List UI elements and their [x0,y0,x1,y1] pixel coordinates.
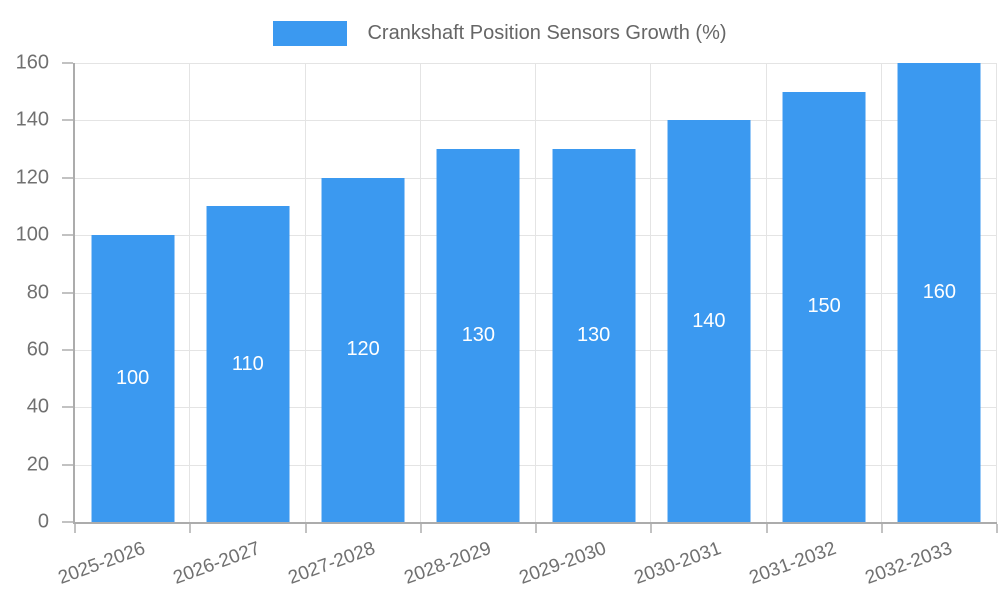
gridline-h [75,63,997,64]
x-tick [535,524,537,533]
y-tick [62,406,73,409]
bar[interactable]: 120 [321,177,405,522]
bar-value-label: 140 [692,309,726,332]
y-tick [62,176,73,179]
y-tick [62,521,73,523]
gridline-v [996,63,997,522]
x-tick-label: 2031-2032 [746,538,840,589]
gridline-h [75,120,997,122]
bar[interactable]: 110 [206,206,290,522]
y-tick-label: 20 [26,453,49,476]
bar-value-label: 110 [231,352,264,375]
bar-value-label: 160 [922,281,957,303]
gridline-v [419,63,421,522]
bar[interactable]: 140 [667,120,751,522]
gridline-v [880,63,882,522]
y-tick-label: 60 [26,338,49,361]
bar[interactable]: 150 [782,91,866,522]
gridline-h [75,407,997,409]
legend-swatch-icon [273,20,348,46]
y-tick-label: 160 [15,51,49,74]
bar[interactable]: 100 [91,235,175,522]
bar-value-label: 130 [576,324,611,347]
x-tick-label: 2026-2027 [170,538,264,589]
x-tick-label: 2028-2029 [400,538,494,589]
gridline-h [75,235,997,237]
y-tick [62,119,73,122]
y-tick-label: 80 [26,281,49,303]
x-tick [880,524,883,533]
bar-value-label: 150 [807,295,841,318]
x-tick [189,524,192,533]
y-tick-label: 0 [37,510,49,533]
gridline-h [75,464,997,466]
gridline-v [535,63,536,522]
gridline-v [189,63,191,522]
y-tick-label: 40 [26,395,49,418]
bar[interactable]: 130 [436,149,520,522]
y-tick-label: 120 [15,166,49,189]
gridline-v [765,63,767,522]
bar[interactable]: 160 [897,63,981,522]
legend[interactable]: Crankshaft Position Sensors Growth (%) [0,18,1000,48]
legend-label: Crankshaft Position Sensors Growth (%) [367,21,727,44]
y-tick [62,291,73,294]
x-tick-label: 2030-2031 [631,538,725,589]
bar-value-label: 130 [461,324,496,347]
x-tick [74,524,76,533]
plot-area: 100 110 120 130 130 140 150 160 [73,63,997,524]
bar-value-label: 120 [346,338,380,361]
x-axis: 2025-2026 2026-2027 2027-2028 2028-2029 2029… [55,524,998,600]
bar[interactable]: 130 [552,149,636,522]
x-tick [304,524,307,533]
x-tick-label: 2027-2028 [285,538,379,589]
y-tick-label: 100 [15,223,49,246]
gridline-v [650,63,652,522]
y-tick [62,234,73,237]
x-tick-label: 2029-2030 [516,538,609,589]
gridline-h [75,177,997,179]
x-tick [650,524,653,533]
gridline-h [75,292,997,294]
y-tick [62,463,73,466]
y-tick-label: 140 [15,108,49,131]
gridline-v [304,63,306,522]
y-tick [62,62,73,64]
x-tick-label: 2025-2026 [55,538,148,589]
x-tick-label: 2032-2033 [861,538,955,589]
gridline-h [75,349,997,351]
x-tick [419,524,422,533]
x-tick [996,524,998,533]
x-tick [765,524,768,533]
y-tick [62,348,73,351]
bar-value-label: 100 [115,367,150,390]
y-axis: 0 20 40 60 80 100 120 140 160 [0,52,73,533]
